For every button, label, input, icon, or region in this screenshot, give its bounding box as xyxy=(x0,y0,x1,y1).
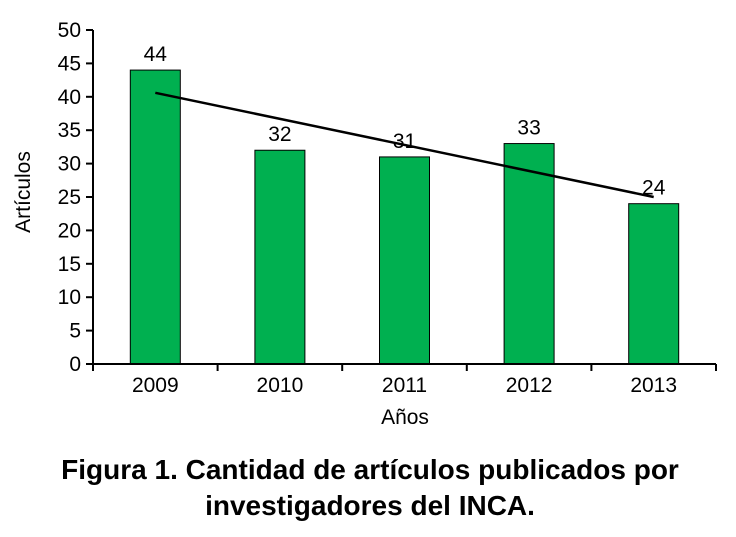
x-tick-label: 2011 xyxy=(382,374,427,397)
x-axis-ticks: 2009 2010 2011 2012 2013 xyxy=(92,364,717,397)
y-axis-ticks: 0 5 10 15 20 25 30 35 40 45 50 xyxy=(58,19,93,376)
x-tick-label: 2010 xyxy=(257,374,304,397)
y-tick-label: 45 xyxy=(58,52,81,75)
y-tick-label: 5 xyxy=(69,320,81,343)
x-tick-label: 2013 xyxy=(630,374,677,397)
y-tick-label: 35 xyxy=(58,119,81,142)
bar xyxy=(254,149,306,365)
x-tick-label: 2009 xyxy=(132,374,179,397)
y-tick-label: 15 xyxy=(58,253,81,276)
bars xyxy=(129,69,680,365)
bar xyxy=(628,203,680,365)
x-axis-title: Años xyxy=(381,406,429,429)
x-tick-label: 2012 xyxy=(506,374,553,397)
data-label: 33 xyxy=(517,117,540,140)
caption-line-1: Figura 1. Cantidad de artículos publicad… xyxy=(61,454,679,485)
y-tick-label: 50 xyxy=(58,19,81,42)
bar xyxy=(379,156,430,365)
data-label: 24 xyxy=(642,177,666,200)
data-label: 31 xyxy=(393,130,416,153)
y-tick-label: 25 xyxy=(58,186,81,209)
caption-line-2: investigadores del INCA. xyxy=(205,490,535,521)
y-tick-label: 0 xyxy=(69,353,81,376)
trendline xyxy=(155,91,654,199)
data-label: 32 xyxy=(268,123,291,146)
bar xyxy=(129,69,181,365)
trendline-group xyxy=(155,91,654,199)
y-tick-label: 40 xyxy=(58,86,81,109)
y-axis-title: Artículos xyxy=(12,151,35,233)
bar xyxy=(503,143,555,365)
figure-caption: Figura 1. Cantidad de artículos publicad… xyxy=(20,452,720,524)
bar-chart: 0 5 10 15 20 25 30 35 40 45 50 2009 2010 2011 2012 201… xyxy=(12,19,717,429)
y-tick-label: 10 xyxy=(58,286,81,309)
y-tick-label: 20 xyxy=(58,219,81,242)
data-label: 44 xyxy=(144,43,168,66)
y-tick-label: 30 xyxy=(58,153,81,176)
